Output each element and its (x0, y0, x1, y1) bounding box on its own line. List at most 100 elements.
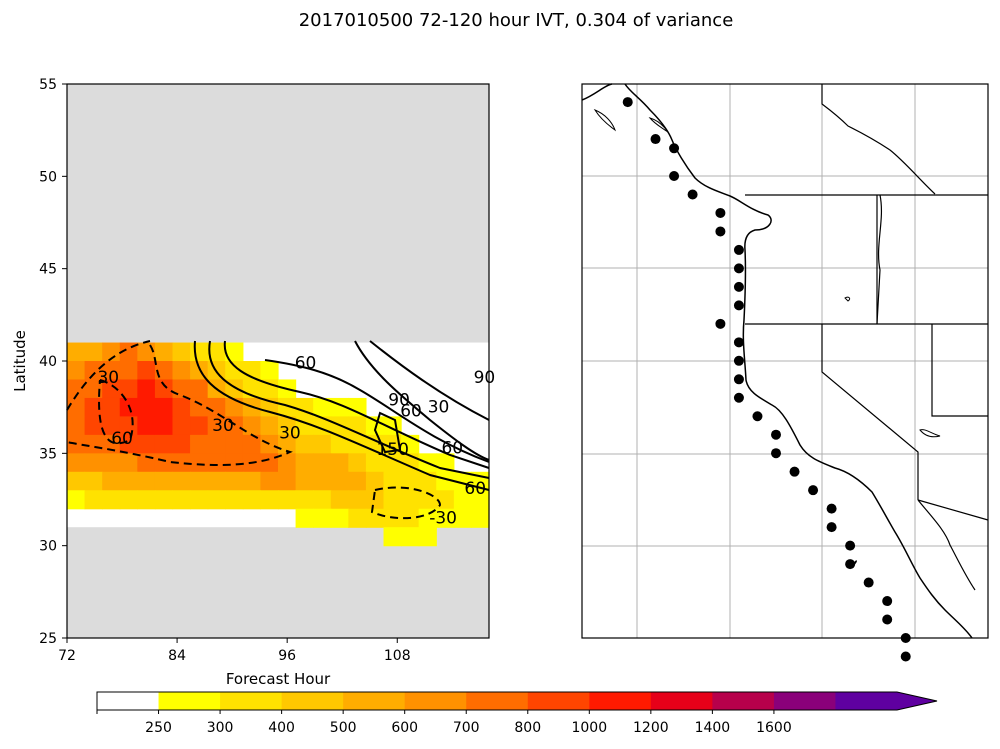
ivt-cell (348, 490, 367, 510)
ivt-cell (313, 471, 332, 491)
ivt-cell (154, 397, 174, 417)
state-border (931, 324, 988, 417)
contour-line (98, 379, 134, 445)
ivt-cell (401, 527, 420, 547)
ivt-cell (242, 416, 262, 436)
contour-line (66, 344, 293, 466)
ivt-cell (278, 416, 297, 436)
ivt-cell (84, 471, 103, 491)
ivt-cell (330, 434, 349, 454)
colorbar-tick-label: 400 (268, 720, 295, 736)
ivt-cell (401, 490, 420, 510)
y-tick-label: 55 (39, 77, 57, 93)
ivt-cell (436, 490, 455, 510)
ivt-cell (225, 434, 244, 454)
colorbar-segment (97, 692, 160, 710)
ivt-cell (295, 490, 314, 510)
colorbar-tick-label: 250 (145, 720, 172, 736)
ivt-cell (225, 397, 244, 417)
ivt-cell (278, 434, 297, 454)
contour-label: 30 (212, 416, 234, 436)
contour-line (354, 340, 490, 461)
station-point (771, 429, 781, 440)
ivt-cell (260, 490, 279, 510)
y-tick-label: 25 (39, 631, 57, 647)
ivt-cell (67, 379, 86, 399)
ivt-cell (225, 361, 244, 381)
ivt-cell (102, 416, 121, 436)
ivt-cell (67, 342, 86, 362)
ivt-cell (67, 397, 86, 417)
ivt-cell (330, 508, 349, 528)
y-axis-label: Latitude (11, 330, 29, 392)
ivt-cell (84, 453, 103, 473)
contour-label: 90 (388, 390, 410, 410)
ivt-cell (313, 490, 332, 510)
station-point (733, 337, 744, 348)
colorbar-frame (96, 691, 938, 711)
ivt-cell (102, 434, 121, 454)
ivt-cell (207, 490, 226, 510)
ivt-cell (295, 453, 314, 473)
ivt-cell (453, 471, 473, 491)
ivt-cell (190, 471, 209, 491)
ivt-cell (330, 471, 349, 491)
ivt-cell (137, 397, 156, 417)
ivt-cell (119, 471, 138, 491)
ivt-cell (172, 397, 191, 417)
ivt-cell (260, 379, 279, 399)
ivt-cell (383, 471, 402, 491)
colorbar-tick-label: 700 (453, 720, 480, 736)
ivt-cell (84, 361, 103, 381)
ivt-cell (67, 490, 86, 510)
station-point (733, 263, 744, 274)
ivt-cell (453, 508, 473, 528)
contour-line (373, 411, 402, 454)
ivt-cell (102, 361, 121, 381)
ivt-cell (102, 490, 121, 510)
station-point (882, 614, 893, 625)
colorbar-segment (589, 692, 652, 710)
ivt-cell (365, 471, 385, 491)
station-point (733, 244, 744, 255)
ivt-cell (278, 453, 297, 473)
ivt-cell (154, 471, 174, 491)
station-point (752, 411, 763, 422)
station-point (650, 134, 661, 145)
ivt-cell (260, 416, 279, 436)
colorbar-tick-label: 1200 (633, 720, 669, 736)
colorbar-extend-segment (835, 692, 937, 710)
station-point (733, 281, 744, 292)
ivt-cell (137, 471, 156, 491)
figure-title: 2017010500 72-120 hour IVT, 0.304 of var… (299, 10, 734, 31)
ivt-cell (154, 453, 174, 473)
ivt-cell (154, 416, 174, 436)
island-outline (593, 108, 617, 132)
ivt-cell (102, 342, 121, 362)
colorbar-segment (712, 692, 775, 710)
contour-label: 60 (111, 429, 133, 449)
colorbar-segment (343, 692, 406, 710)
state-border (917, 499, 989, 521)
ivt-cell (137, 361, 156, 381)
state-border (821, 324, 919, 500)
colorbar-tick-label: 1400 (695, 720, 731, 736)
contour-label: 90 (474, 368, 496, 388)
ivt-cell (102, 453, 121, 473)
ivt-cell (137, 490, 156, 510)
y-tick-label: 35 (39, 446, 57, 462)
ivt-cell (190, 342, 209, 362)
contour-label: 60 (441, 438, 463, 458)
contour-line (370, 486, 442, 520)
ivt-cell (190, 397, 209, 417)
ivt-cell (207, 416, 226, 436)
ivt-cell (172, 453, 191, 473)
ivt-cell (67, 453, 86, 473)
ivt-cell (471, 508, 490, 528)
ivt-cell (102, 471, 121, 491)
ivt-cell (190, 490, 209, 510)
station-point (826, 522, 837, 533)
ivt-cell (137, 434, 156, 454)
contour-label: 60 (464, 479, 486, 499)
ivt-cell (313, 397, 332, 417)
